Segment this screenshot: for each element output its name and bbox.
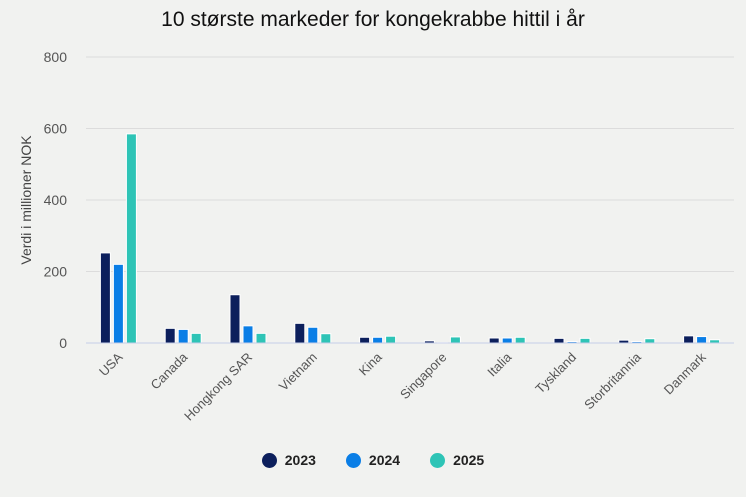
bar-2025 (385, 335, 397, 344)
x-tick-label: Tyskland (532, 350, 579, 397)
bar-2025 (579, 337, 591, 344)
bar-2023 (359, 336, 371, 344)
bar-2025 (644, 338, 656, 344)
y-tick-label: 600 (44, 121, 68, 137)
legend-item-2023[interactable]: 2023 (261, 452, 316, 468)
x-tick-label: Hongkong SAR (181, 350, 255, 424)
x-tick-label: Vietnam (276, 350, 320, 394)
legend-label: 2023 (284, 452, 316, 468)
legend-label: 2025 (453, 452, 485, 468)
legend-marker-icon (261, 452, 277, 468)
chart-title: 10 største markeder for kongekrabbe hitt… (161, 8, 585, 31)
bar-2025 (320, 333, 332, 344)
x-tick-label: USA (96, 349, 126, 379)
x-tick-label: Singapore (397, 350, 450, 403)
legend-item-2024[interactable]: 2024 (345, 452, 401, 468)
bar-2023 (488, 337, 500, 344)
legend-marker-icon (345, 452, 361, 468)
bar-2023 (229, 294, 241, 344)
bar-2024 (242, 325, 254, 344)
bar-chart: 0 200 400 600 800 Verdi i millioner NOK USA Can… (18, 49, 734, 424)
bar-2024 (307, 326, 319, 344)
x-tick-label: Storbritannia (581, 349, 644, 412)
y-tick-label: 200 (44, 264, 68, 280)
bar-2025 (514, 336, 526, 344)
y-tick-label: 400 (44, 192, 68, 208)
bar-2024 (112, 263, 124, 344)
bar-2023 (683, 335, 695, 344)
legend-item-2025[interactable]: 2025 (430, 452, 484, 468)
legend: 2023 2024 2025 (0, 452, 746, 468)
x-tick-label: Italia (484, 349, 515, 380)
bar-2023 (294, 322, 306, 344)
bar-2023 (164, 327, 176, 344)
bar-2023 (99, 252, 111, 344)
y-axis-label: Verdi i millioner NOK (18, 135, 34, 265)
bar-2025 (255, 332, 267, 344)
legend-marker-icon (430, 452, 446, 468)
x-tick-label: Canada (148, 349, 191, 392)
x-tick-label: Kina (356, 349, 386, 379)
bar-2025 (190, 332, 202, 344)
bar-2025 (125, 133, 137, 344)
y-tick-label: 800 (44, 49, 68, 65)
bar-2024 (372, 336, 384, 344)
y-tick-label: 0 (59, 335, 67, 351)
bar-2024 (501, 337, 513, 344)
bar-2025 (449, 336, 461, 344)
legend-label: 2024 (368, 452, 401, 468)
x-tick-label: Danmark (661, 349, 709, 397)
bar-2023 (553, 337, 565, 344)
bar-2024 (696, 336, 708, 344)
bar-2024 (177, 328, 189, 344)
